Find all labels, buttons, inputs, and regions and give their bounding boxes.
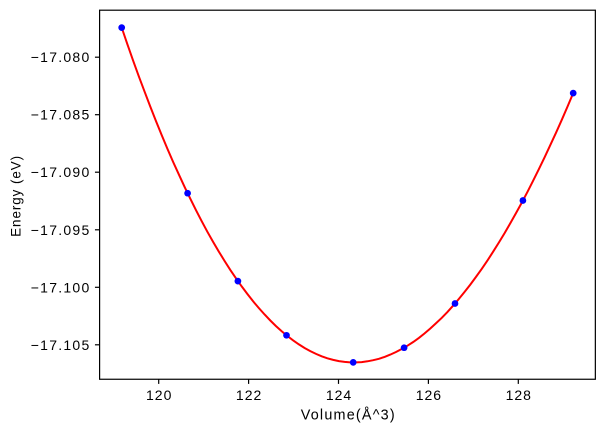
svg-text:Energy (eV): Energy (eV) (8, 155, 23, 237)
svg-text:122: 122 (236, 387, 262, 403)
svg-text:128: 128 (506, 387, 532, 403)
svg-text:−17.080: −17.080 (31, 49, 91, 65)
svg-text:−17.085: −17.085 (31, 107, 91, 123)
svg-text:−17.105: −17.105 (31, 337, 91, 353)
svg-text:126: 126 (416, 387, 442, 403)
svg-text:−17.095: −17.095 (31, 222, 91, 238)
svg-text:−17.100: −17.100 (31, 279, 91, 295)
svg-text:−17.090: −17.090 (31, 164, 91, 180)
svg-text:120: 120 (146, 387, 172, 403)
svg-text:Volume(Å^3): Volume(Å^3) (301, 407, 396, 424)
svg-text:124: 124 (326, 387, 352, 403)
